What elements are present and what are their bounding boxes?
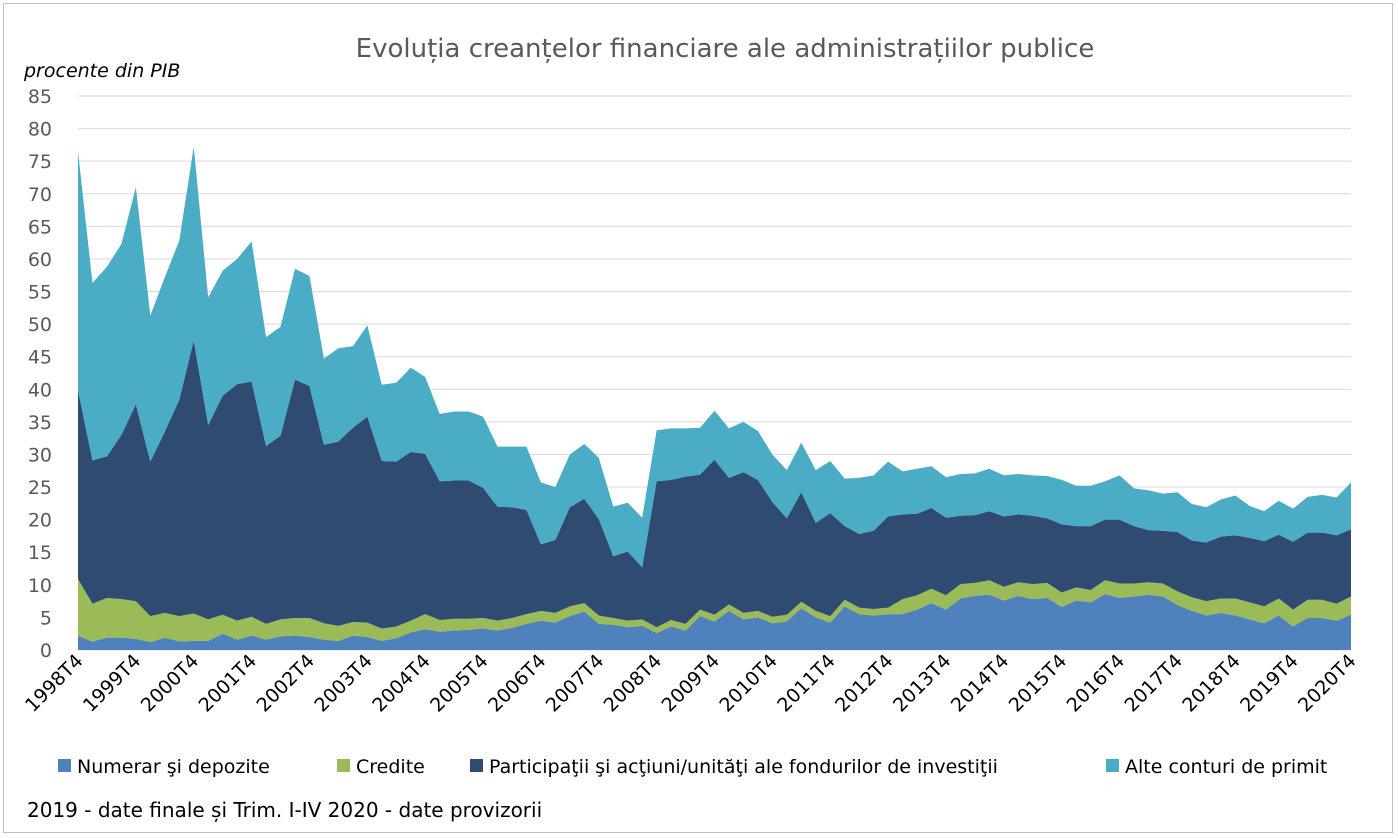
y-tick-label: 45: [28, 347, 52, 369]
x-tick-label: 2006T4: [484, 650, 551, 717]
y-axis-ticks: 0 5 10 15 20 25 30 35 40 45 50 55 60 65 70 75 80 85: [28, 86, 52, 662]
y-tick-label: 55: [28, 282, 52, 304]
x-tick-label: 2005T4: [426, 650, 493, 717]
y-tick-label: 65: [28, 216, 52, 238]
x-tick-label: 2015T4: [1005, 650, 1072, 717]
area-series-2: [78, 578, 1351, 643]
chart-title: Evoluția creanțelor financiare ale admin…: [356, 34, 1095, 64]
x-tick-label: 2001T4: [195, 650, 262, 717]
x-tick-label: 2002T4: [252, 650, 319, 717]
x-tick-label: 2003T4: [310, 650, 377, 717]
stacked-areas: [78, 146, 1351, 650]
legend-swatch: [58, 759, 71, 772]
y-tick-label: 85: [28, 86, 52, 108]
area-series-1: [78, 593, 1351, 650]
y-tick-label: 40: [28, 379, 52, 401]
x-tick-label: 2000T4: [137, 650, 204, 717]
legend-swatch: [470, 759, 483, 772]
legend-label: Participaţii şi acţiuni/unităţi ale fond…: [489, 756, 998, 778]
x-tick-label: 2014T4: [947, 650, 1014, 717]
legend-swatch: [337, 759, 350, 772]
y-tick-label: 25: [28, 477, 52, 499]
x-tick-label: 1998T4: [21, 650, 88, 717]
x-tick-label: 2008T4: [600, 650, 667, 717]
footnote: 2019 - date finale și Trim. I-IV 2020 - …: [27, 798, 542, 822]
x-tick-label: 2018T4: [1178, 650, 1245, 717]
x-tick-label: 2020T4: [1294, 650, 1361, 717]
x-tick-label: 2010T4: [715, 650, 782, 717]
x-tick-label: 2011T4: [773, 650, 840, 717]
x-tick-label: 2013T4: [889, 650, 956, 717]
y-tick-label: 50: [28, 314, 52, 336]
legend-label: Numerar şi depozite: [77, 756, 270, 778]
y-tick-label: 5: [40, 607, 52, 629]
y-tick-label: 15: [28, 542, 52, 564]
x-axis-ticks: 1998T41999T42000T42001T42002T42003T42004…: [21, 650, 1361, 717]
y-tick-label: 75: [28, 151, 52, 173]
x-tick-label: 2019T4: [1236, 650, 1303, 717]
y-tick-label: 60: [28, 249, 52, 271]
area-series-3: [78, 340, 1351, 629]
y-tick-label: 30: [28, 444, 52, 466]
x-tick-label: 2004T4: [368, 650, 435, 717]
y-tick-label: 35: [28, 412, 52, 434]
x-tick-label: 2012T4: [831, 650, 898, 717]
x-tick-label: 2017T4: [1120, 650, 1187, 717]
y-tick-label: 20: [28, 510, 52, 532]
x-tick-label: 2016T4: [1063, 650, 1130, 717]
area-series-4: [78, 146, 1351, 568]
legend-label: Credite: [356, 756, 425, 778]
y-tick-label: 80: [28, 119, 52, 141]
legend-label: Alte conturi de primit: [1125, 756, 1327, 778]
y-tick-label: 0: [40, 640, 52, 662]
y-axis-unit-label: procente din PIB: [23, 60, 180, 82]
legend: Numerar şi depozite Credite Participaţii ş…: [58, 756, 1327, 778]
x-tick-label: 1999T4: [79, 650, 146, 717]
y-tick-label: 10: [28, 575, 52, 597]
x-tick-label: 2007T4: [542, 650, 609, 717]
y-tick-label: 70: [28, 184, 52, 206]
legend-swatch: [1106, 759, 1119, 772]
x-tick-label: 2009T4: [658, 650, 725, 717]
